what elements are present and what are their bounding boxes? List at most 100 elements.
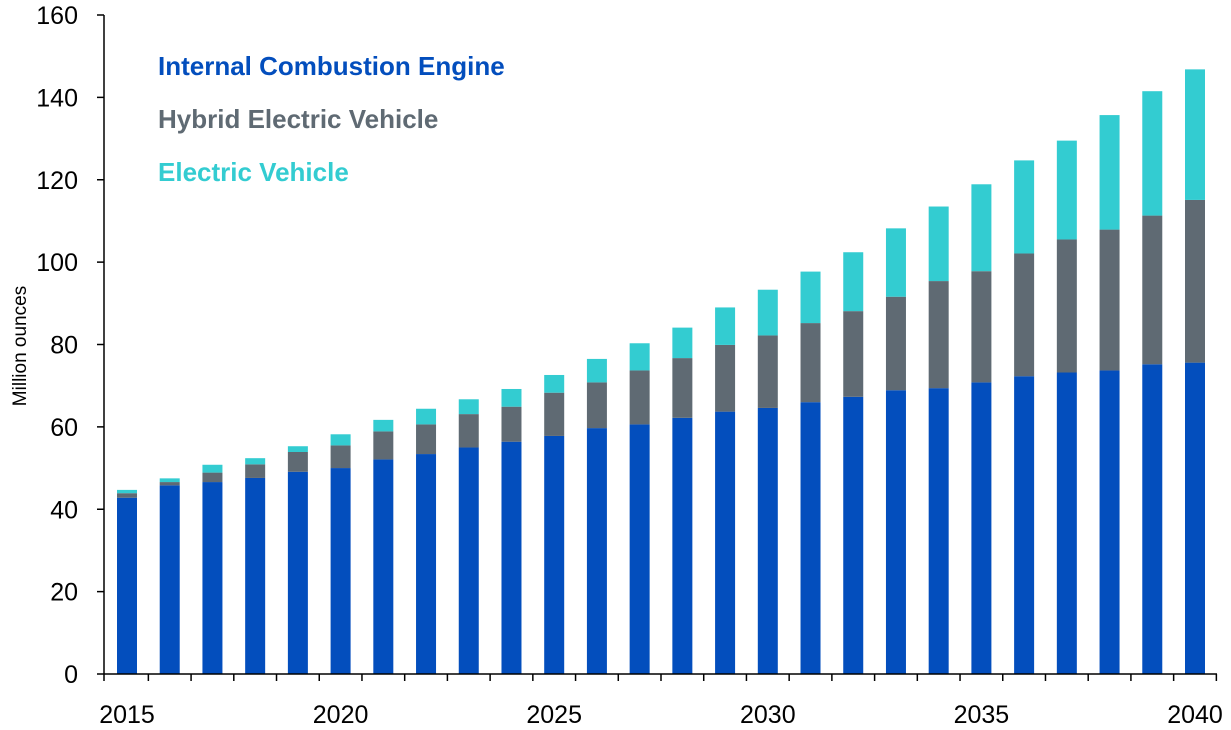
- bar-2033-series-2: [885, 228, 906, 297]
- y-tick-label: 160: [36, 2, 78, 30]
- bar-2031-series-1: [800, 323, 821, 403]
- bar-2035-series-2: [971, 184, 992, 272]
- bar-2022-series-2: [416, 408, 437, 425]
- bar-2034-series-1: [928, 281, 949, 389]
- bar-2026-series-1: [586, 382, 607, 429]
- bar-2019-series-1: [287, 451, 308, 472]
- bar-2025-series-2: [544, 374, 565, 393]
- bar-2029-series-2: [715, 307, 736, 345]
- y-ticks-group: 0 20 40 60 80 100 120 140 160: [36, 2, 104, 689]
- bar-2024-series-0: [501, 441, 522, 674]
- bar-2016-series-0: [159, 485, 180, 674]
- bar-2028-series-2: [672, 327, 693, 359]
- bar-2026-series-0: [586, 428, 607, 674]
- bar-2032-series-2: [843, 252, 864, 312]
- bar-2036-series-0: [1014, 376, 1035, 674]
- bar-2023-series-2: [458, 399, 479, 415]
- bar-2038-series-1: [1099, 229, 1120, 371]
- bar-2029-series-0: [715, 411, 736, 674]
- bar-2030-series-1: [757, 335, 778, 408]
- y-tick-label: 100: [36, 249, 78, 277]
- bar-2025-series-0: [544, 435, 565, 674]
- bar-2020-series-0: [330, 468, 351, 674]
- bar-2018-series-0: [245, 477, 266, 674]
- bar-2027-series-1: [629, 370, 650, 425]
- bar-2038-series-2: [1099, 115, 1120, 230]
- bar-2040-series-1: [1185, 199, 1205, 363]
- bar-2017-series-2: [202, 464, 223, 473]
- bar-2037-series-0: [1056, 372, 1077, 674]
- y-tick-label: 60: [50, 414, 78, 442]
- y-tick-label: 0: [64, 661, 78, 689]
- x-tick-label: 2020: [313, 701, 369, 729]
- y-tick-label: 120: [36, 167, 78, 195]
- x-tick-label: 2030: [740, 701, 796, 729]
- bar-2035-series-1: [971, 271, 992, 383]
- bar-2029-series-1: [715, 344, 736, 412]
- bar-2033-series-1: [885, 296, 906, 391]
- bar-2032-series-1: [843, 311, 864, 397]
- x-tick-label: 2040: [1167, 701, 1223, 729]
- bar-2036-series-1: [1014, 253, 1035, 377]
- bar-2037-series-2: [1056, 140, 1077, 240]
- x-tick-label: 2025: [526, 701, 582, 729]
- bar-2016-series-1: [159, 482, 180, 486]
- legend-entry-1: Hybrid Electric Vehicle: [158, 104, 438, 134]
- bar-2020-series-1: [330, 445, 351, 469]
- x-ticks-group: 2015 2020 2025 2030 2035 2040: [99, 674, 1223, 729]
- legend-entry-2: Electric Vehicle: [158, 157, 349, 187]
- bar-2017-series-1: [202, 472, 223, 483]
- bars-group: [117, 69, 1205, 674]
- bar-2037-series-1: [1056, 239, 1077, 373]
- y-tick-label: 40: [50, 496, 78, 524]
- bar-2040-series-2: [1185, 69, 1205, 200]
- bar-2019-series-2: [287, 446, 308, 452]
- bar-2039-series-1: [1142, 215, 1163, 365]
- bar-2038-series-0: [1099, 370, 1120, 674]
- bar-2028-series-1: [672, 358, 693, 418]
- bar-2028-series-0: [672, 417, 693, 674]
- bar-2021-series-1: [373, 431, 394, 460]
- bar-2032-series-0: [843, 396, 864, 674]
- y-axis-title: Million ounces: [10, 286, 31, 406]
- bar-2033-series-0: [885, 390, 906, 674]
- bar-2030-series-0: [757, 407, 778, 674]
- bar-2023-series-1: [458, 414, 479, 448]
- bar-2017-series-0: [202, 482, 223, 674]
- bar-2040-series-0: [1185, 362, 1205, 674]
- bar-2024-series-1: [501, 406, 522, 442]
- bar-2024-series-2: [501, 388, 522, 407]
- bar-2016-series-2: [159, 478, 180, 483]
- x-tick-label: 2035: [954, 701, 1010, 729]
- bar-2015-series-0: [117, 497, 137, 674]
- x-tick-label: 2015: [99, 701, 155, 729]
- bar-2021-series-0: [373, 459, 394, 674]
- bar-2019-series-0: [287, 471, 308, 674]
- bar-2031-series-0: [800, 402, 821, 674]
- bar-2027-series-2: [629, 343, 650, 371]
- bar-2020-series-2: [330, 434, 351, 446]
- legend-entry-0: Internal Combustion Engine: [158, 51, 505, 81]
- bar-2030-series-2: [757, 289, 778, 336]
- bar-2027-series-0: [629, 424, 650, 674]
- bar-2022-series-1: [416, 424, 437, 455]
- bar-2039-series-0: [1142, 364, 1163, 674]
- y-tick-label: 140: [36, 84, 78, 112]
- bar-2035-series-0: [971, 382, 992, 674]
- bar-2026-series-2: [586, 358, 607, 383]
- bar-2021-series-2: [373, 419, 394, 432]
- bar-2018-series-2: [245, 458, 266, 465]
- bar-2039-series-2: [1142, 91, 1163, 216]
- bar-2022-series-0: [416, 454, 437, 674]
- bar-2036-series-2: [1014, 160, 1035, 254]
- bar-2015-series-2: [117, 489, 137, 494]
- legend: Internal Combustion Engine Hybrid Electri…: [158, 51, 505, 187]
- bar-2015-series-1: [117, 493, 137, 498]
- y-tick-label: 80: [50, 332, 78, 360]
- bar-2023-series-0: [458, 447, 479, 674]
- bar-2031-series-2: [800, 271, 821, 324]
- bar-2025-series-1: [544, 392, 565, 436]
- y-tick-label: 20: [50, 579, 78, 607]
- bar-2018-series-1: [245, 464, 266, 478]
